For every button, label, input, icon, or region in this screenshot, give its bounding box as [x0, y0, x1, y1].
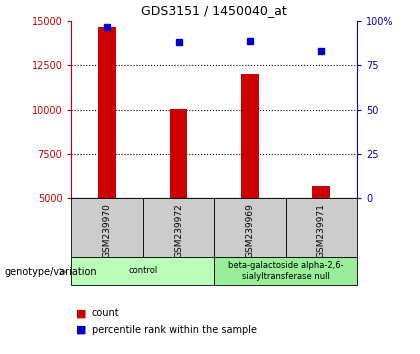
Text: ■: ■ [76, 325, 86, 335]
Bar [286, 198, 357, 257]
Bar [170, 109, 187, 198]
Text: control: control [128, 266, 158, 275]
Bar [214, 257, 357, 285]
Bar [143, 198, 214, 257]
Title: GDS3151 / 1450040_at: GDS3151 / 1450040_at [141, 4, 287, 17]
Text: GSM239972: GSM239972 [174, 203, 183, 258]
Text: GSM239970: GSM239970 [102, 203, 112, 258]
Bar [98, 27, 116, 198]
Text: GSM239971: GSM239971 [317, 203, 326, 258]
Bar [312, 186, 330, 198]
Text: beta-galactoside alpha-2,6-
sialyltransferase null: beta-galactoside alpha-2,6- sialyltransf… [228, 261, 344, 281]
Bar [241, 74, 259, 198]
Bar [71, 257, 214, 285]
Text: count: count [92, 308, 119, 318]
Text: genotype/variation: genotype/variation [4, 267, 97, 277]
Bar [71, 198, 143, 257]
Bar [214, 198, 286, 257]
Text: ■: ■ [76, 308, 86, 318]
Text: percentile rank within the sample: percentile rank within the sample [92, 325, 257, 335]
Text: GSM239969: GSM239969 [245, 203, 255, 258]
